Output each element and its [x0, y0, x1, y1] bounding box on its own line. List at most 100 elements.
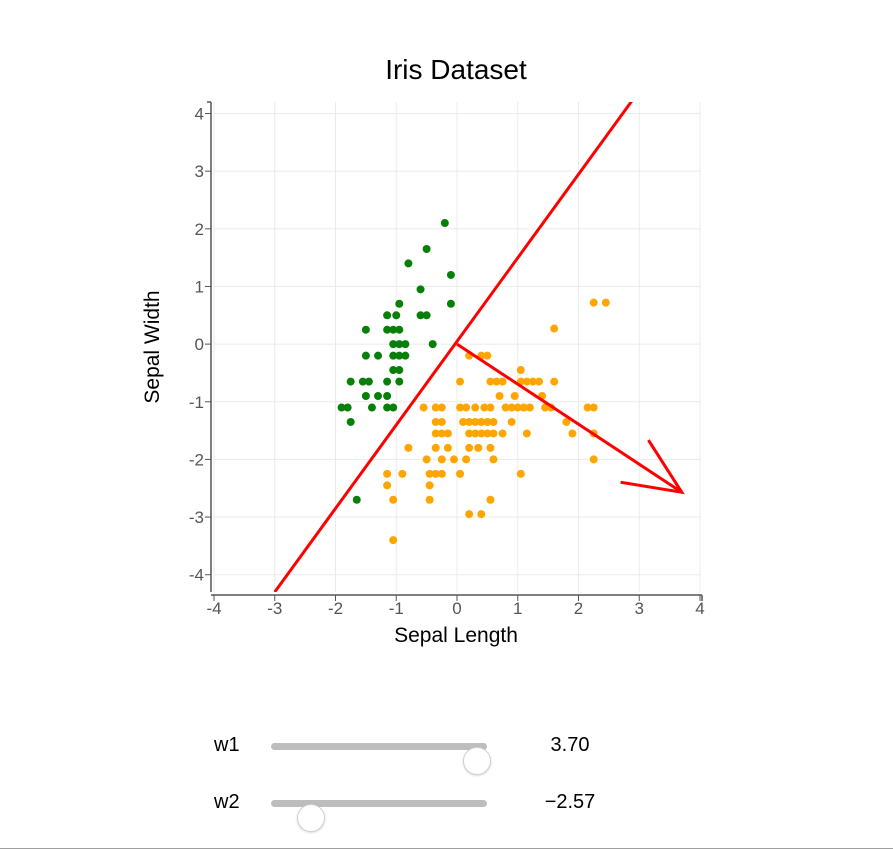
data-point [489, 429, 498, 438]
data-point [422, 311, 431, 320]
x-tick-label: 4 [695, 599, 704, 618]
data-point [343, 403, 352, 412]
data-point [483, 351, 492, 360]
data-point [431, 443, 440, 452]
series-1 [337, 219, 455, 504]
y-tick-label: 2 [195, 220, 204, 239]
data-point [367, 403, 376, 412]
data-point [507, 417, 516, 426]
data-point [456, 377, 465, 386]
x-tick-label: 2 [574, 599, 583, 618]
data-point [465, 510, 474, 519]
data-point [416, 311, 425, 320]
data-point [471, 429, 480, 438]
data-point [583, 403, 592, 412]
x-tick-label: -4 [206, 599, 221, 618]
data-point [383, 325, 392, 334]
y-tick-label: -2 [189, 450, 204, 469]
data-point [389, 536, 398, 545]
weight-arrow-shaft [456, 342, 683, 494]
x-tick-label: -3 [267, 599, 282, 618]
x-tick-label: 0 [452, 599, 461, 618]
data-point [346, 417, 355, 426]
x-ticks: -4 -3 -2 -1 0 1 2 3 4 [206, 595, 705, 618]
data-point [395, 325, 404, 334]
chart-title: Iris Dataset [385, 54, 527, 85]
grid-lines [213, 102, 701, 592]
w2-value: −2.57 [544, 791, 596, 813]
data-point [541, 403, 550, 412]
data-point [431, 403, 440, 412]
data-point [389, 340, 398, 349]
data-point [477, 510, 486, 519]
data-point [465, 429, 474, 438]
data-point [443, 443, 452, 452]
data-point [462, 455, 471, 464]
data-point [480, 403, 489, 412]
data-point [535, 377, 544, 386]
data-point [550, 324, 559, 333]
data-point [383, 481, 392, 490]
data-point [364, 377, 373, 386]
w1-slider-thumb[interactable] [463, 747, 492, 775]
data-point [346, 377, 355, 386]
w2-slider-row: w2 −2.57 [0, 783, 893, 832]
data-point [389, 351, 398, 360]
data-point [431, 469, 440, 478]
data-point [401, 340, 410, 349]
y-tick-label: -1 [189, 393, 204, 412]
data-point [483, 417, 492, 426]
bottom-divider [0, 848, 893, 849]
data-point [446, 270, 455, 279]
y-axis-label: Sepal Width [141, 290, 164, 403]
data-point [422, 245, 431, 253]
data-point [483, 429, 492, 438]
data-point [374, 392, 383, 400]
data-point [522, 377, 531, 386]
data-point [437, 403, 446, 412]
chart-area: -4 -3 -2 -1 0 1 2 3 4 -4 -3 -2 -1 0 1 2 3 4 Iris Dataset Se… [141, 54, 705, 647]
data-point [486, 377, 495, 386]
data-point [337, 403, 346, 412]
data-point [383, 403, 392, 412]
x-tick-label: 1 [513, 599, 522, 618]
w2-label: w2 [214, 791, 240, 813]
data-point [601, 298, 610, 307]
data-point [389, 325, 398, 334]
w1-slider-track[interactable] [271, 743, 492, 775]
data-point [404, 443, 413, 452]
data-point [425, 481, 434, 490]
data-point [422, 455, 431, 464]
data-point [389, 366, 398, 375]
data-point [374, 351, 383, 360]
data-point [489, 417, 498, 426]
data-point [395, 366, 404, 375]
data-point [489, 455, 498, 464]
scatter-chart: -4 -3 -2 -1 0 1 2 3 4 -4 -3 -2 -1 0 1 2 3 4 Iris Dataset Se… [141, 54, 705, 647]
weight-arrow-head [620, 439, 685, 495]
data-point [383, 392, 392, 400]
data-point [395, 340, 404, 349]
data-point [395, 377, 404, 386]
data-point [352, 495, 361, 504]
data-point [474, 443, 483, 452]
data-point [361, 351, 370, 360]
data-point [501, 403, 510, 412]
w1-slider-row: w1 3.70 [0, 726, 893, 775]
data-point [498, 429, 507, 438]
data-point [383, 469, 392, 478]
data-point [425, 495, 434, 504]
w2-slider-track[interactable] [271, 800, 487, 832]
data-point [437, 469, 446, 478]
data-point [495, 392, 504, 400]
data-point [471, 417, 480, 426]
data-point [589, 298, 598, 307]
data-point [510, 392, 519, 400]
y-tick-label: -4 [189, 566, 204, 585]
data-point [562, 417, 571, 426]
w2-slider-thumb[interactable] [296, 804, 325, 832]
data-point [471, 403, 480, 412]
decision-boundary-line [273, 102, 633, 592]
y-tick-label: -3 [189, 508, 204, 527]
x-tick-label: -1 [389, 599, 404, 618]
